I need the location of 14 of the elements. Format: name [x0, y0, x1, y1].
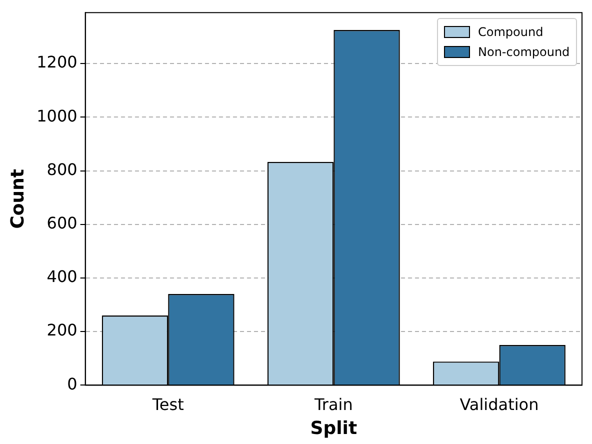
- y-tick-label: 600: [46, 214, 78, 233]
- x-axis-title: Split: [310, 418, 358, 439]
- y-tick-label: 200: [46, 320, 78, 340]
- y-tick-label: 1000: [36, 106, 78, 126]
- legend-label: Non-compound: [478, 44, 570, 61]
- y-axis-title: Count: [7, 168, 28, 229]
- y-tick-label: 800: [46, 160, 78, 179]
- legend-label: Compound: [478, 24, 544, 41]
- y-tick-label: 1200: [36, 52, 78, 72]
- x-tick-label: Validation: [460, 394, 539, 414]
- y-tick-label: 400: [46, 267, 78, 286]
- x-tick-label: Test: [151, 394, 184, 414]
- x-tick-label: Train: [313, 394, 353, 414]
- y-tick-label: 0: [67, 374, 78, 394]
